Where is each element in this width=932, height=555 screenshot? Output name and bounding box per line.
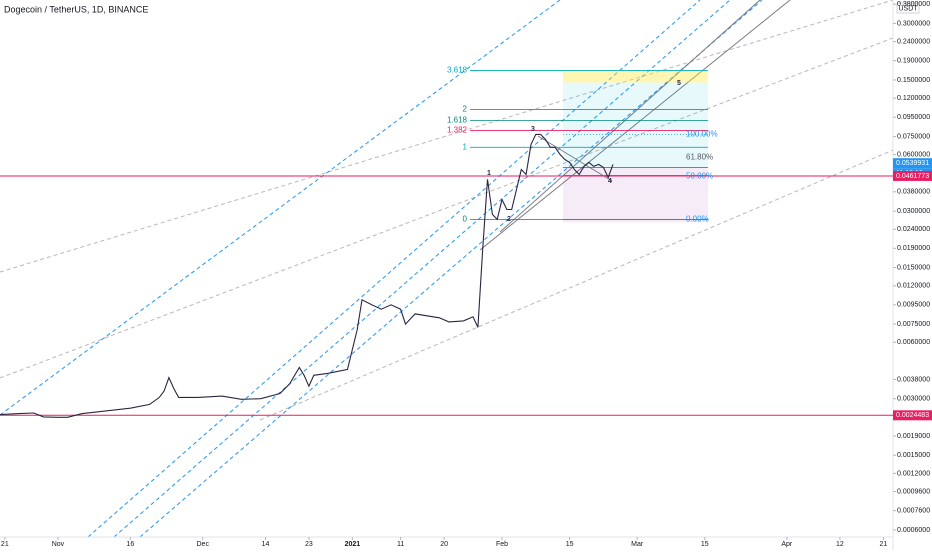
- last-price-box: [893, 158, 932, 169]
- x-tick-label: 23: [305, 541, 313, 548]
- y-tick-label: 0.0038000: [897, 376, 930, 383]
- y-tick-label: 0.3800000: [897, 1, 930, 8]
- fib-retracement-label: 0.00%: [686, 214, 709, 223]
- last-price-label: 0.0539931: [896, 160, 929, 167]
- x-tick-label: 11: [397, 541, 404, 548]
- wave-label: 3: [531, 126, 535, 133]
- currency-box: [896, 2, 920, 14]
- fib-extension-label: 1: [463, 142, 468, 151]
- fib-extension-label: 2: [463, 105, 468, 114]
- fib-band: [563, 167, 708, 223]
- y-tick-label: 0.3000000: [897, 20, 930, 27]
- x-tick-label: 20: [440, 541, 448, 548]
- y-tick-label: 0.0012000: [897, 470, 930, 477]
- fib-band: [563, 70, 708, 83]
- wave-label: 5: [677, 80, 681, 87]
- chart-title: Dogecoin / TetherUS, 1D, BINANCE: [4, 4, 148, 14]
- x-tick-label: Dec: [197, 541, 210, 548]
- fib-retracement-label: 50.00%: [686, 171, 713, 180]
- x-tick-label: Apr: [781, 541, 793, 548]
- trend-line: [479, 0, 791, 251]
- y-tick-label: 0.0006000: [897, 527, 930, 534]
- fib-band: [563, 82, 708, 168]
- fib-extension-label: 1.382: [447, 126, 468, 135]
- fib-extension-label: 0: [463, 214, 468, 223]
- y-tick-label: 0.0150000: [897, 264, 930, 271]
- line-price-box: [893, 170, 932, 181]
- trend-line: [0, 37, 893, 379]
- y-tick-label: 0.0950000: [897, 114, 930, 121]
- y-tick-label: 0.0095000: [897, 302, 930, 309]
- x-tick-label: 15: [701, 541, 709, 548]
- x-tick-label: Mar: [631, 541, 644, 548]
- y-tick-label: 0.0120000: [897, 283, 930, 290]
- y-tick-label: 0.0009600: [897, 488, 930, 495]
- trend-line: [499, 0, 761, 233]
- currency-label: USDT: [898, 5, 918, 12]
- y-tick-label: 0.2400000: [897, 38, 930, 45]
- y-tick-label: 0.0240000: [897, 226, 930, 233]
- x-tick-label: Feb: [496, 541, 508, 548]
- fib-extension-label: 3.618: [447, 66, 468, 75]
- y-tick-label: 0.0750000: [897, 133, 930, 140]
- y-tick-label: 0.1500000: [897, 77, 930, 84]
- wave-label: 1: [487, 170, 491, 177]
- y-tick-label: 0.1200000: [897, 95, 930, 102]
- x-tick-label: 15: [566, 541, 574, 548]
- y-tick-label: 0.0007600: [897, 507, 930, 514]
- y-tick-label: 0.0019000: [897, 433, 930, 440]
- x-tick-label: 16: [126, 541, 134, 548]
- fib-extension-label: 1.618: [447, 116, 468, 125]
- wave-label: 4: [608, 178, 612, 185]
- drawings: [0, 0, 893, 537]
- x-tick-label: 21: [1, 541, 9, 548]
- channel-line: [113, 0, 731, 537]
- line-price-label: 0.0024483: [896, 412, 929, 419]
- trend-line: [259, 149, 893, 421]
- line-price-box: [893, 410, 932, 421]
- x-tick-label: 21: [879, 541, 887, 548]
- channel-line: [87, 0, 701, 537]
- y-tick-label: 0.1900000: [897, 58, 930, 65]
- y-tick-label: 0.0380000: [897, 189, 930, 196]
- channel-line: [139, 0, 763, 537]
- y-tick-label: 0.0060000: [897, 339, 930, 346]
- wave-connector: [537, 135, 613, 182]
- wave-label: 2: [507, 216, 511, 223]
- y-tick-label: 0.0030000: [897, 396, 930, 403]
- y-tick-label: 0.0300000: [897, 208, 930, 215]
- fib-retracement-label: 61.80%: [686, 152, 713, 161]
- x-tick-label: 12: [836, 541, 844, 548]
- fib-retracement-label: 100.00%: [686, 129, 718, 138]
- plot-area: [0, 70, 893, 418]
- x-tick-label: Nov: [52, 541, 65, 548]
- y-tick-label: 0.0075000: [897, 321, 930, 328]
- x-tick-label: 2021: [345, 541, 361, 548]
- y-tick-label: 0.0190000: [897, 245, 930, 252]
- x-tick-label: 14: [262, 541, 270, 548]
- trend-line: [0, 0, 893, 273]
- y-tick-label: 0.0015000: [897, 452, 930, 459]
- price-line: [0, 133, 614, 418]
- y-tick-label: 0.0600000: [897, 151, 930, 158]
- line-price-label: 0.0461773: [896, 173, 929, 180]
